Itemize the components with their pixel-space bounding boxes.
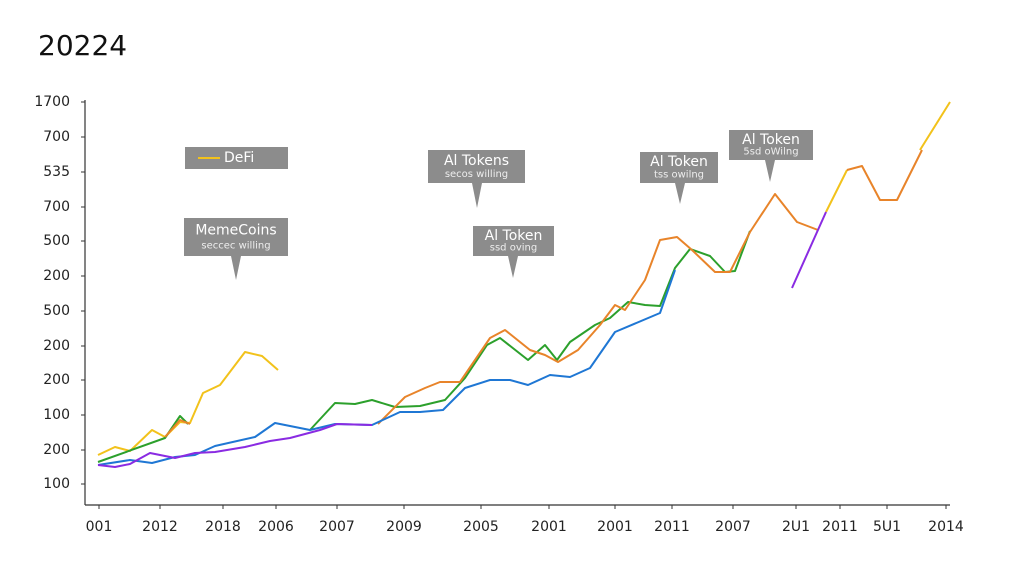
- x-tick-label: 2018: [205, 519, 241, 535]
- series-line: [97, 211, 827, 468]
- y-tick-label: 200: [43, 268, 70, 284]
- annotation-box: [473, 226, 554, 278]
- x-tick-label: 5U1: [873, 519, 901, 535]
- y-tick-label: 1700: [34, 94, 70, 110]
- y-tick-label: 200: [43, 338, 70, 354]
- series-line: [97, 269, 676, 466]
- x-tick-label: 2007: [319, 519, 355, 535]
- y-tick-label: 100: [43, 476, 70, 492]
- x-tick-label: 2U1: [782, 519, 810, 535]
- chart-title: 20224: [38, 29, 127, 62]
- annotation-subtext: seccec willing: [201, 240, 270, 251]
- y-tick-label: 200: [43, 442, 70, 458]
- annotation-text: Al Tokens: [444, 153, 509, 169]
- annotation-subtext: tss owilng: [654, 169, 704, 180]
- annotation-box: [640, 152, 718, 204]
- annotation-text: MemeCoins: [195, 223, 276, 239]
- legend-box: [185, 147, 288, 169]
- y-tick-label: 200: [43, 372, 70, 388]
- annotation-text: Al Token: [742, 132, 800, 148]
- x-tick-label: 2014: [928, 519, 964, 535]
- series-line: [97, 230, 751, 463]
- annotation-text: Al Token: [485, 228, 543, 244]
- legend: DeFi: [185, 147, 288, 169]
- annotation-subtext: ssd oving: [490, 243, 537, 254]
- x-tick-label: 2012: [142, 519, 178, 535]
- x-tick-label: 2011: [654, 519, 690, 535]
- x-tick-label: 2009: [386, 519, 422, 535]
- x-tick-label: 001: [86, 519, 113, 535]
- annotation-subtext: 5sd oWilng: [743, 147, 798, 158]
- y-tick-label: 535: [43, 164, 70, 180]
- x-tick-label: 2001: [597, 519, 633, 535]
- annotation-box: [184, 218, 288, 280]
- x-tick-label: 2006: [258, 519, 294, 535]
- annotation-subtext: secos willing: [445, 169, 508, 180]
- y-tick-label: 700: [43, 129, 70, 145]
- y-tick-label: 500: [43, 303, 70, 319]
- x-tick-label: 2001: [531, 519, 567, 535]
- y-tick-label: 100: [43, 407, 70, 423]
- legend-label: DeFi: [224, 150, 254, 166]
- x-tick-label: 2005: [463, 519, 499, 535]
- y-tick-label: 700: [43, 199, 70, 215]
- annotation-box: [428, 150, 525, 208]
- y-tick-label: 500: [43, 233, 70, 249]
- annotation-text: Al Token: [650, 154, 708, 170]
- series-line: [164, 149, 923, 438]
- x-tick-label: 2011: [822, 519, 858, 535]
- x-tick-label: 2007: [715, 519, 751, 535]
- annotation-box: [729, 130, 813, 182]
